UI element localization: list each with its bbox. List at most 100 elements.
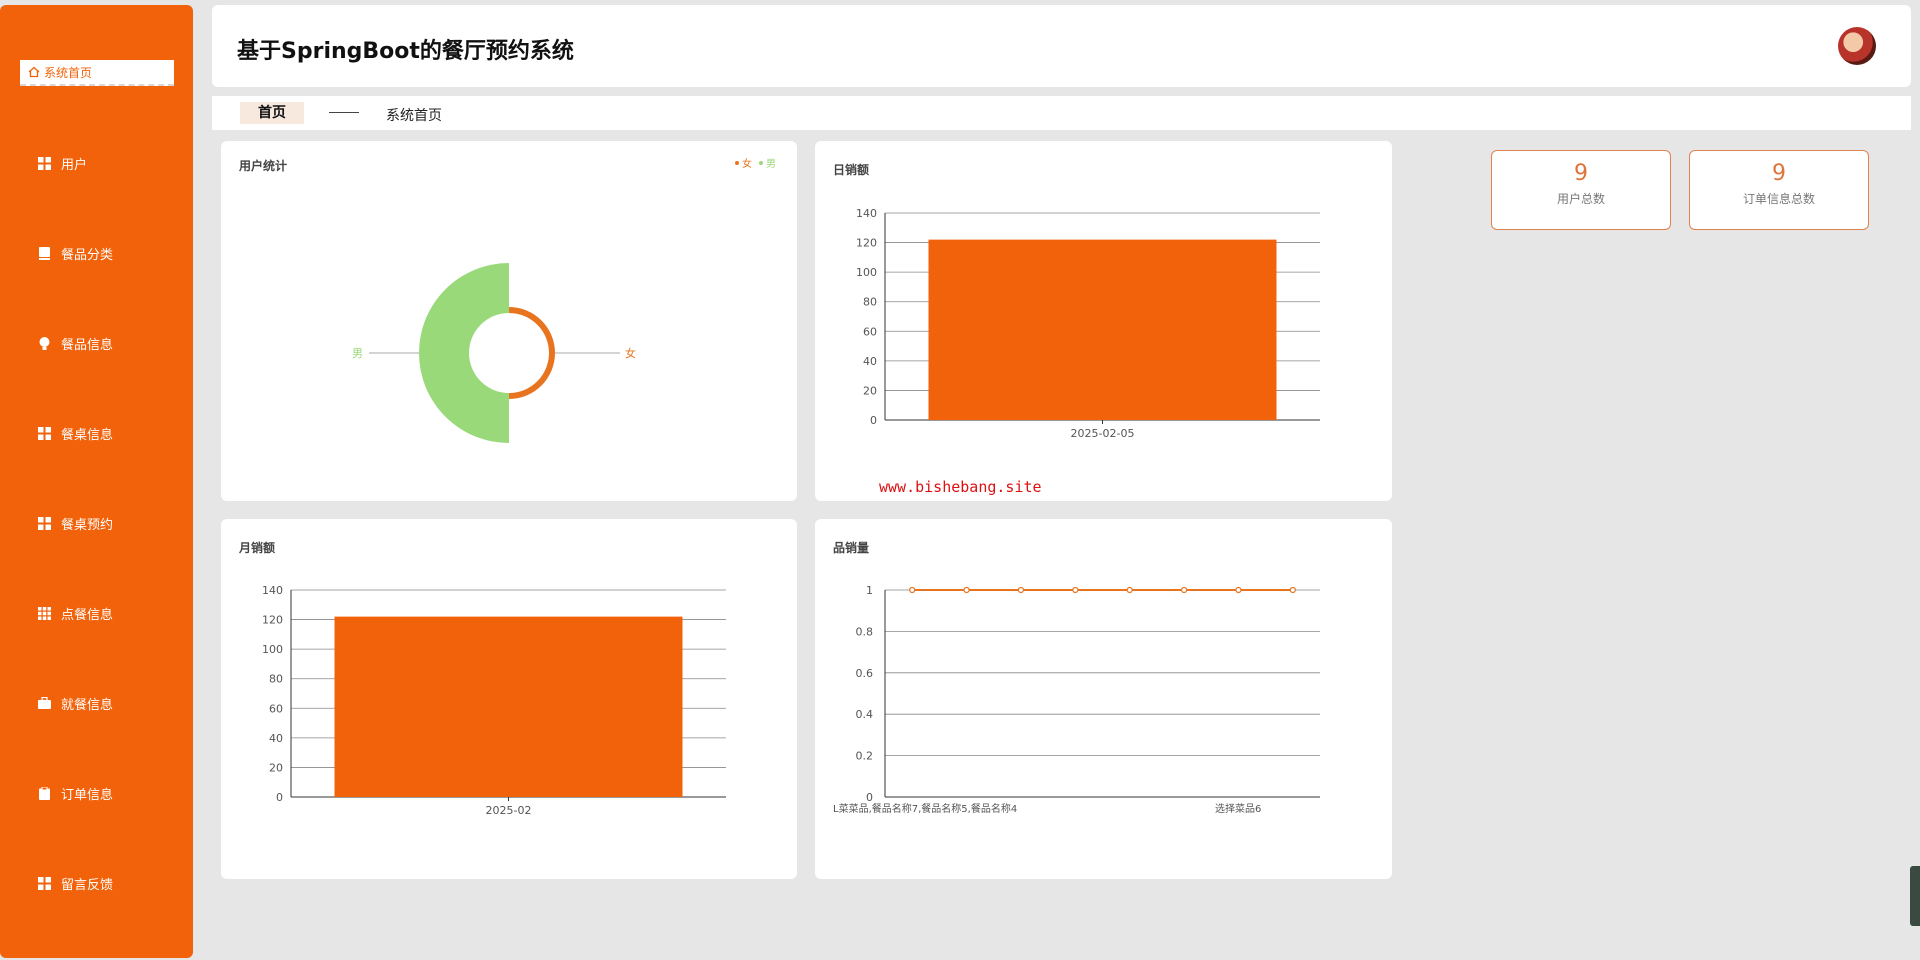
y-tick-label: 140 [262, 584, 283, 597]
sidebar-item-7[interactable]: 订单信息 [38, 783, 113, 803]
monthly-sales-card: 月销额 0 20 40 60 80 100 120 140 2025-02 [221, 519, 797, 879]
data-point[interactable] [1289, 586, 1296, 594]
card-title: 月销额 [239, 541, 276, 555]
avatar[interactable] [1838, 27, 1876, 65]
data-point[interactable] [1180, 586, 1188, 594]
product-sales-card: 品销量 0 0.2 0.4 0.6 0.8 1 L菜菜品,餐品名称7,餐品名称5,餐品名称4… [815, 519, 1392, 879]
sidebar-item-label: 用户 [61, 157, 88, 173]
top-header: 基于SpringBoot的餐厅预约系统 [212, 5, 1911, 87]
card-title: 日销额 [833, 163, 870, 177]
y-tick-label: 0.8 [856, 625, 874, 638]
sidebar-item-3[interactable]: 餐桌信息 [38, 423, 113, 443]
grid-icon [38, 426, 51, 440]
sidebar-item-label: 点餐信息 [61, 607, 114, 623]
sidebar-item-8[interactable]: 留言反馈 [38, 873, 113, 893]
sidebar-item-4[interactable]: 餐桌预约 [38, 513, 113, 533]
stat-value: 9 [1772, 161, 1786, 186]
sidebar-item-6[interactable]: 就餐信息 [38, 693, 113, 713]
y-tick-label: 0 [866, 791, 873, 804]
pie-slice-male[interactable] [419, 263, 509, 443]
sidebar-item-label: 餐品分类 [61, 247, 114, 263]
clipboard-icon [39, 786, 50, 800]
sidebar-item-label: 就餐信息 [61, 697, 114, 713]
legend-marker-female [735, 161, 739, 165]
y-tick-label: 100 [856, 266, 877, 279]
y-tick-label: 140 [856, 207, 877, 220]
data-point[interactable] [1017, 586, 1025, 594]
y-tick-label: 1 [866, 584, 873, 597]
stat-user-total: 9 用户总数 [1491, 150, 1671, 230]
home-icon [28, 66, 40, 78]
y-tick-label: 60 [269, 702, 283, 715]
pie-label-male: 男 [352, 347, 363, 360]
card-title: 用户统计 [239, 159, 288, 173]
bulb-icon [39, 336, 50, 350]
y-tick-label: 0.2 [856, 750, 874, 763]
sidebar-item-0[interactable]: 用户 [38, 153, 87, 173]
sidebar-item-5[interactable]: 点餐信息 [38, 603, 113, 623]
y-tick-label: 80 [269, 673, 283, 686]
sidebar-item-label: 留言反馈 [61, 877, 114, 893]
sidebar-item-label: 餐品信息 [61, 337, 114, 353]
x-tick-label: L菜菜品,餐品名称7,餐品名称5,餐品名称4 [833, 802, 1017, 815]
y-tick-label: 0.4 [856, 708, 874, 721]
daily-sales-chart: 0 20 40 60 80 100 120 140 2025-02-05 [856, 207, 1320, 440]
x-tick-label: 2025-02-05 [1071, 427, 1135, 440]
app-title: 基于SpringBoot的餐厅预约系统 [237, 39, 574, 64]
grid-icon [38, 876, 51, 890]
user-stats-card: 用户统计 男女女男 [221, 141, 797, 501]
y-tick-label: 20 [863, 384, 877, 397]
y-tick-label: 80 [863, 296, 877, 309]
y-tick-label: 0.6 [856, 667, 874, 680]
sidebar-item-label: 餐桌预约 [61, 517, 114, 533]
bar[interactable] [334, 616, 683, 797]
daily-sales-card: 日销额 0 20 40 60 80 100 120 140 2025-02-05 [815, 141, 1392, 501]
product-sales-chart: 0 0.2 0.4 0.6 0.8 1 L菜菜品,餐品名称7,餐品名称5,餐品名称4 选择菜品… [833, 584, 1320, 815]
sidebar-item-home[interactable]: 系统首页 [20, 60, 174, 86]
data-point[interactable] [1235, 586, 1242, 594]
card-title: 品销量 [833, 541, 870, 555]
sidebar-item-label: 订单信息 [61, 787, 114, 803]
grid-icon [38, 156, 51, 170]
side-handle[interactable] [1910, 866, 1920, 926]
legend-marker-male [759, 161, 763, 165]
breadcrumb-current: 系统首页 [386, 108, 442, 124]
watermark: www.bishebang.site [879, 478, 1042, 496]
breadcrumb-separator [329, 112, 359, 113]
breadcrumb-home[interactable]: 首页 [240, 102, 304, 124]
data-point[interactable] [909, 586, 916, 594]
y-tick-label: 0 [870, 414, 877, 427]
y-tick-label: 100 [262, 643, 283, 656]
data-point[interactable] [963, 586, 970, 594]
sidebar-item-2[interactable]: 餐品信息 [38, 333, 113, 353]
data-point[interactable] [1126, 586, 1133, 594]
breadcrumb: 首页 系统首页 [212, 96, 1911, 130]
table-icon [38, 606, 51, 620]
legend-label-female[interactable]: 女 [742, 157, 752, 170]
monthly-sales-chart: 0 20 40 60 80 100 120 140 2025-02 [262, 584, 726, 817]
y-tick-label: 40 [269, 732, 283, 745]
x-tick-label: 2025-02 [486, 804, 532, 817]
book-icon [39, 246, 50, 260]
sidebar-item-1[interactable]: 餐品分类 [38, 243, 113, 263]
x-tick-label: 选择菜品6 [1215, 802, 1261, 815]
user-stats-pie-chart: 男女女男 [352, 157, 776, 443]
pie-label-female: 女 [625, 346, 636, 360]
stat-label: 用户总数 [1556, 192, 1605, 206]
data-point[interactable] [1072, 586, 1079, 594]
stat-value: 9 [1574, 161, 1588, 186]
y-tick-label: 120 [856, 237, 877, 250]
y-tick-label: 60 [863, 325, 877, 338]
pie-slice-female[interactable] [509, 307, 555, 399]
y-tick-label: 40 [863, 355, 877, 368]
bar[interactable] [928, 239, 1277, 420]
legend-label-male[interactable]: 男 [766, 158, 776, 170]
stat-label: 订单信息总数 [1742, 192, 1815, 206]
y-tick-label: 0 [276, 791, 283, 804]
sidebar-item-label: 系统首页 [44, 65, 93, 80]
sidebar-item-label: 餐桌信息 [61, 427, 114, 443]
y-tick-label: 120 [262, 614, 283, 627]
stat-order-total: 9 订单信息总数 [1689, 150, 1869, 230]
sidebar: 系统首页 用户餐品分类餐品信息餐桌信息餐桌预约点餐信息就餐信息订单信息留言反馈 [0, 5, 193, 958]
grid-icon [38, 516, 51, 530]
